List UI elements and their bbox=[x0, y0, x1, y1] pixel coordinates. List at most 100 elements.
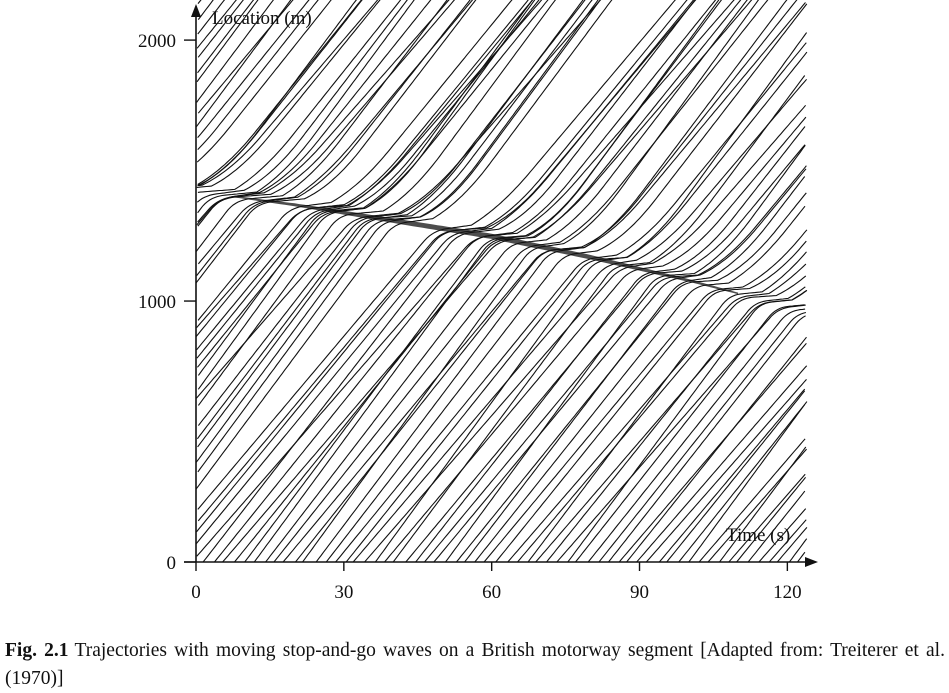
vehicle-trajectory bbox=[392, 75, 806, 562]
vehicle-trajectory bbox=[197, 0, 379, 187]
vehicle-trajectory bbox=[196, 0, 448, 252]
vehicle-trajectory bbox=[768, 519, 807, 562]
vehicle-trajectory bbox=[567, 289, 808, 562]
y-tick-label: 2000 bbox=[138, 31, 176, 52]
vehicle-trajectory bbox=[196, 0, 601, 463]
trajectory-chart: 0 30 60 90 120 0 1000 2000 Location (m) Time (… bbox=[138, 0, 818, 603]
vehicle-trajectory bbox=[455, 192, 807, 562]
vehicle-trajectory bbox=[196, 0, 408, 203]
vehicle-trajectory bbox=[546, 286, 806, 562]
x-axis-arrow-icon bbox=[805, 557, 818, 567]
x-ticks: 0 30 60 90 120 bbox=[191, 562, 802, 603]
vehicle-trajectory bbox=[197, 0, 415, 214]
vehicle-trajectory bbox=[719, 446, 807, 562]
vehicle-trajectory bbox=[495, 240, 807, 562]
vehicle-trajectory bbox=[197, 0, 513, 321]
vehicle-trajectory bbox=[197, 0, 584, 448]
vehicle-trajectory bbox=[197, 0, 202, 4]
vehicle-trajectory bbox=[197, 0, 432, 227]
vehicle-trajectory bbox=[197, 0, 599, 473]
caption-text: Trajectories with moving stop-and-go wav… bbox=[5, 640, 945, 689]
vehicle-trajectory bbox=[474, 205, 806, 562]
vehicle-trajectory bbox=[678, 401, 808, 562]
vehicle-trajectory bbox=[197, 0, 557, 406]
vehicle-trajectory bbox=[244, 0, 723, 562]
vehicle-trajectory bbox=[196, 0, 602, 399]
vehicle-trajectory bbox=[598, 311, 807, 562]
vehicle-trajectory bbox=[197, 0, 474, 265]
vehicle-trajectory bbox=[196, 0, 292, 128]
x-tick-label: 60 bbox=[482, 582, 501, 603]
vehicle-trajectory bbox=[364, 104, 807, 562]
vehicle-trajectory bbox=[645, 379, 807, 562]
vehicle-trajectory bbox=[295, 0, 798, 562]
vehicle-trajectory bbox=[736, 476, 807, 562]
vehicle-trajectory bbox=[197, 0, 255, 74]
vehicle-trajectory bbox=[196, 0, 477, 284]
vehicle-trajectory bbox=[196, 0, 381, 188]
axes: 0 30 60 90 120 0 1000 2000 Location (m) Time (… bbox=[138, 4, 818, 603]
vehicle-trajectory bbox=[374, 32, 808, 562]
vehicle-trajectory bbox=[196, 0, 549, 368]
vehicle-trajectory bbox=[575, 304, 805, 562]
vehicle-trajectory bbox=[405, 144, 806, 562]
vehicle-trajectory bbox=[196, 0, 534, 351]
vehicle-trajectory bbox=[197, 0, 319, 150]
vehicle-trajectory bbox=[415, 126, 806, 562]
x-tick-label: 0 bbox=[191, 582, 201, 603]
vehicle-trajectory bbox=[196, 0, 529, 337]
caption-label: Fig. 2.1 bbox=[5, 640, 69, 661]
vehicle-trajectory bbox=[445, 144, 806, 562]
vehicle-trajectory bbox=[197, 0, 357, 186]
vehicle-trajectory bbox=[197, 0, 244, 58]
vehicle-trajectory bbox=[196, 0, 332, 163]
trajectory-lines bbox=[196, 0, 808, 562]
y-tick-label: 1000 bbox=[138, 292, 176, 313]
vehicle-trajectory bbox=[196, 0, 471, 276]
vehicle-trajectory bbox=[335, 42, 807, 562]
vehicle-trajectory bbox=[728, 473, 806, 562]
vehicle-trajectory bbox=[214, 0, 717, 562]
y-tick-label: 0 bbox=[167, 553, 177, 574]
y-axis-arrow-icon bbox=[191, 4, 201, 17]
vehicle-trajectory bbox=[197, 0, 402, 193]
vehicle-trajectory bbox=[688, 404, 806, 562]
vehicle-trajectory bbox=[556, 304, 806, 562]
vehicle-trajectory bbox=[197, 0, 294, 114]
vehicle-trajectory bbox=[234, 0, 742, 562]
vehicle-trajectory bbox=[222, 0, 753, 562]
vehicle-trajectory bbox=[758, 508, 807, 562]
x-tick-label: 90 bbox=[630, 582, 649, 603]
vehicle-trajectory bbox=[608, 315, 806, 562]
vehicle-trajectory bbox=[196, 0, 613, 490]
vehicle-trajectory bbox=[196, 0, 695, 545]
vehicle-trajectory bbox=[352, 78, 808, 562]
vehicle-trajectory bbox=[507, 263, 807, 562]
vehicle-trajectory bbox=[698, 438, 806, 562]
x-tick-label: 120 bbox=[773, 582, 802, 603]
vehicle-trajectory bbox=[788, 538, 808, 562]
vehicle-trajectory bbox=[747, 490, 806, 562]
vehicle-trajectory bbox=[527, 251, 807, 562]
vehicle-trajectory bbox=[636, 365, 808, 562]
x-tick-label: 30 bbox=[334, 582, 353, 603]
vehicle-trajectory bbox=[196, 0, 456, 226]
vehicle-trajectory bbox=[535, 289, 808, 562]
vehicle-trajectory bbox=[197, 0, 536, 390]
vehicle-trajectory bbox=[197, 0, 310, 138]
vehicle-trajectory bbox=[626, 336, 807, 562]
vehicle-trajectory bbox=[776, 527, 808, 562]
vehicle-trajectory bbox=[197, 0, 226, 35]
vehicle-trajectory bbox=[424, 165, 807, 562]
vehicle-trajectory bbox=[325, 3, 808, 562]
vehicle-trajectory bbox=[196, 0, 274, 103]
vehicle-trajectory bbox=[618, 342, 807, 562]
vehicle-trajectory bbox=[666, 390, 806, 562]
chart-canvas: 0 30 60 90 120 0 1000 2000 Location (m) Time (… bbox=[138, 0, 818, 603]
vehicle-trajectory bbox=[196, 0, 237, 49]
vehicle-trajectory bbox=[384, 116, 807, 562]
vehicle-trajectory bbox=[797, 551, 806, 562]
vehicle-trajectory bbox=[517, 275, 807, 562]
vehicle-trajectory bbox=[265, 0, 748, 562]
vehicle-trajectory bbox=[253, 0, 720, 562]
